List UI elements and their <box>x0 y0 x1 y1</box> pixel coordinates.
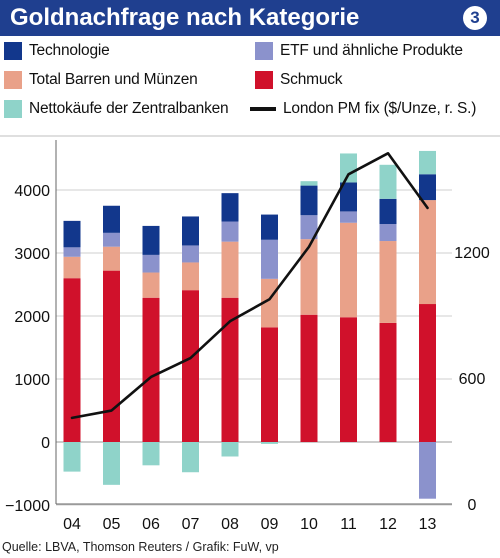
legend-label-zentralbanken: Nettokäufe der Zentralbanken <box>29 100 229 117</box>
bar-schmuck-08 <box>221 297 239 442</box>
legend-item-barren-muenzen: Total Barren und Münzen <box>4 69 198 91</box>
bar-technologie-09 <box>261 214 278 240</box>
x-tick-label-04: 04 <box>63 516 81 533</box>
bar-total-barren-und-m-nzen-04 <box>63 256 81 279</box>
legend: Technologie ETF und ähnliche Produkte To… <box>0 38 500 128</box>
legend-swatch-barren-muenzen <box>4 71 22 89</box>
legend-swatch-technologie <box>4 42 22 60</box>
bar-technologie-12 <box>379 198 397 225</box>
legend-label-barren-muenzen: Total Barren und Münzen <box>29 71 198 88</box>
x-tick-label-07: 07 <box>182 516 200 533</box>
bar-etf-und-hnliche-produkte-10 <box>300 215 318 240</box>
x-tick-label-05: 05 <box>103 516 121 533</box>
bar-etf-und-hnliche-produkte-05 <box>103 232 120 247</box>
bar-etf-und-hnliche-produkte-08 <box>221 221 239 242</box>
bar-schmuck-10 <box>300 314 318 442</box>
legend-item-technologie: Technologie <box>4 40 110 62</box>
y-tick-label-4000: 4000 <box>14 183 50 200</box>
bar-technologie-07 <box>182 216 199 246</box>
x-tick-label-13: 13 <box>419 516 437 533</box>
y-tick-label-0: 0 <box>41 435 50 452</box>
legend-label-london-pm-fix: London PM fix ($/Unze, r. S.) <box>283 100 477 117</box>
bar-total-barren-und-m-nzen-10 <box>300 239 318 315</box>
legend-label-etf: ETF und ähnliche Produkte <box>280 42 463 59</box>
y-tick-label-3000: 3000 <box>14 246 50 263</box>
y-tick-label-1000: 1000 <box>14 372 50 389</box>
chart-title: Goldnachfrage nach Kategorie <box>10 4 360 31</box>
bar-schmuck-07 <box>182 290 199 442</box>
bar-total-barren-und-m-nzen-13 <box>419 200 436 305</box>
bar-schmuck-11 <box>340 317 357 442</box>
source-note: Quelle: LBVA, Thomson Reuters / Grafik: … <box>2 540 279 554</box>
title-bar: Goldnachfrage nach Kategorie 3 <box>0 0 500 36</box>
bar-nettok-ufe-der-zentralbanken-12 <box>379 164 397 199</box>
legend-swatch-zentralbanken <box>4 100 22 118</box>
legend-item-london-pm-fix: London PM fix ($/Unze, r. S.) <box>250 98 476 120</box>
bar-nettok-ufe-der-zentralbanken-04 <box>63 442 81 472</box>
y2-tick-label-600: 600 <box>459 371 486 388</box>
legend-item-schmuck: Schmuck <box>255 69 343 91</box>
chart-plot: −1000 0 1000 2000 3000 4000 0 600 1200 04 05 06 07 08… <box>0 135 500 533</box>
bar-total-barren-und-m-nzen-05 <box>103 246 120 271</box>
bar-technologie-05 <box>103 205 120 233</box>
y2-tick-label-1200: 1200 <box>454 245 490 262</box>
bar-technologie-10 <box>300 185 318 216</box>
bar-nettok-ufe-der-zentralbanken-07 <box>182 442 199 473</box>
line-london-pm-fix <box>70 151 429 420</box>
bar-total-barren-und-m-nzen-06 <box>142 272 160 298</box>
figure-number-badge: 3 <box>463 6 487 30</box>
bar-schmuck-09 <box>261 327 278 442</box>
bar-nettok-ufe-der-zentralbanken-06 <box>142 442 160 466</box>
bar-nettok-ufe-der-zentralbanken-11 <box>340 153 357 183</box>
bar-etf-und-hnliche-produkte-06 <box>142 254 160 273</box>
bar-etf-und-hnliche-produkte-13 <box>419 442 436 499</box>
bar-etf-und-hnliche-produkte-12 <box>379 224 397 242</box>
y2-tick-label-0: 0 <box>468 497 477 514</box>
bar-etf-und-hnliche-produkte-04 <box>63 247 81 257</box>
legend-swatch-etf <box>255 42 273 60</box>
bar-nettok-ufe-der-zentralbanken-10 <box>300 181 318 186</box>
bar-nettok-ufe-der-zentralbanken-13 <box>419 150 436 175</box>
bar-total-barren-und-m-nzen-09 <box>261 278 278 328</box>
y-tick-label--1000: −1000 <box>5 498 50 515</box>
bar-schmuck-12 <box>379 322 397 442</box>
bar-etf-und-hnliche-produkte-11 <box>340 211 357 223</box>
bar-technologie-13 <box>419 174 436 201</box>
legend-swatch-schmuck <box>255 71 273 89</box>
x-tick-label-06: 06 <box>142 516 160 533</box>
legend-line-london-pm-fix <box>250 107 276 111</box>
bar-schmuck-05 <box>103 270 120 442</box>
legend-item-zentralbanken: Nettokäufe der Zentralbanken <box>4 98 229 120</box>
bar-schmuck-04 <box>63 278 81 442</box>
legend-item-etf: ETF und ähnliche Produkte <box>255 40 463 62</box>
bar-nettok-ufe-der-zentralbanken-09 <box>261 442 278 444</box>
bar-etf-und-hnliche-produkte-09 <box>261 239 278 279</box>
bar-nettok-ufe-der-zentralbanken-05 <box>103 442 120 485</box>
bar-technologie-04 <box>63 220 81 248</box>
bar-total-barren-und-m-nzen-08 <box>221 241 239 298</box>
bar-total-barren-und-m-nzen-12 <box>379 241 397 323</box>
legend-label-technologie: Technologie <box>29 42 110 59</box>
bar-technologie-06 <box>142 225 160 255</box>
x-tick-label-10: 10 <box>300 516 318 533</box>
x-tick-label-09: 09 <box>261 516 279 533</box>
y-tick-label-2000: 2000 <box>14 309 50 326</box>
bar-nettok-ufe-der-zentralbanken-08 <box>221 442 239 457</box>
legend-label-schmuck: Schmuck <box>280 71 343 88</box>
bar-total-barren-und-m-nzen-11 <box>340 222 357 318</box>
bar-technologie-08 <box>221 193 239 222</box>
bar-technologie-11 <box>340 182 357 212</box>
bar-schmuck-13 <box>419 304 436 442</box>
bar-schmuck-06 <box>142 297 160 442</box>
x-tick-label-08: 08 <box>221 516 239 533</box>
bar-etf-und-hnliche-produkte-07 <box>182 245 199 263</box>
x-tick-label-12: 12 <box>379 516 397 533</box>
bar-total-barren-und-m-nzen-07 <box>182 262 199 291</box>
x-tick-label-11: 11 <box>340 516 357 533</box>
